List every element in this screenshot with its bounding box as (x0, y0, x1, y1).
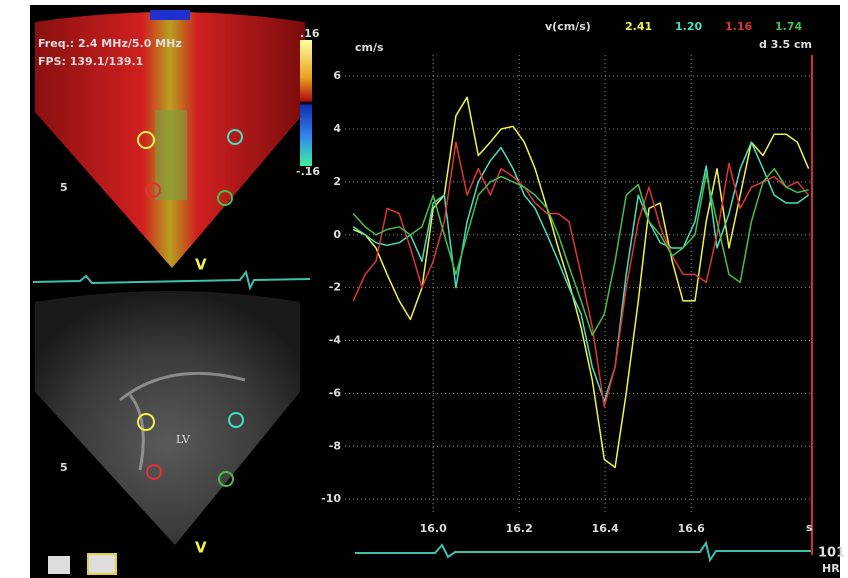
view-label: V (195, 539, 207, 557)
y-tick-label: -8 (329, 439, 341, 452)
legend-entry: 1.74 (775, 20, 802, 33)
y-tick-label: 2 (333, 175, 341, 188)
doppler-blue (150, 10, 190, 20)
page: Freq.: 2.4 MHz/5.0 MHz FPS: 139.1/139.1 … (0, 0, 848, 578)
view-label: V (195, 256, 207, 274)
x-tick-label: 16.4 (592, 522, 619, 535)
y-tick-label: -10 (321, 492, 341, 505)
fps: FPS: 139.1/139.1 (38, 55, 143, 68)
y-tick-label: -2 (329, 281, 341, 294)
color-bar (300, 40, 312, 166)
legend-title: v(cm/s) (545, 20, 591, 33)
x-axis-label: s (806, 521, 813, 534)
pencil-icon[interactable] (48, 556, 70, 574)
depth: 5 (60, 181, 68, 194)
scale-min: -.16 (296, 165, 320, 178)
depth: 5 (60, 461, 68, 474)
y-axis-label: cm/s (355, 41, 384, 54)
legend-entry: 1.20 (675, 20, 702, 33)
y-tick-label: 6 (333, 69, 341, 82)
y-tick-label: 0 (333, 228, 341, 241)
heart-rate-label: HR (822, 562, 840, 575)
legend-entry: 1.16 (725, 20, 752, 33)
distance: d 3.5 cm (759, 38, 812, 51)
region-label: LV (176, 433, 191, 446)
screen: Freq.: 2.4 MHz/5.0 MHz FPS: 139.1/139.1 … (0, 0, 848, 578)
x-tick-label: 16.0 (420, 522, 447, 535)
legend-entry: 2.41 (625, 20, 652, 33)
ellipse-icon[interactable] (88, 554, 116, 574)
scale-max: .16 (300, 27, 320, 40)
heart-rate: 101 (818, 546, 845, 561)
x-tick-label: 16.6 (678, 522, 705, 535)
x-tick-label: 16.2 (506, 522, 533, 535)
y-tick-label: -4 (329, 334, 342, 347)
frequency: Freq.: 2.4 MHz/5.0 MHz (38, 37, 182, 50)
y-tick-label: 4 (333, 122, 341, 135)
y-tick-label: -6 (329, 386, 342, 399)
